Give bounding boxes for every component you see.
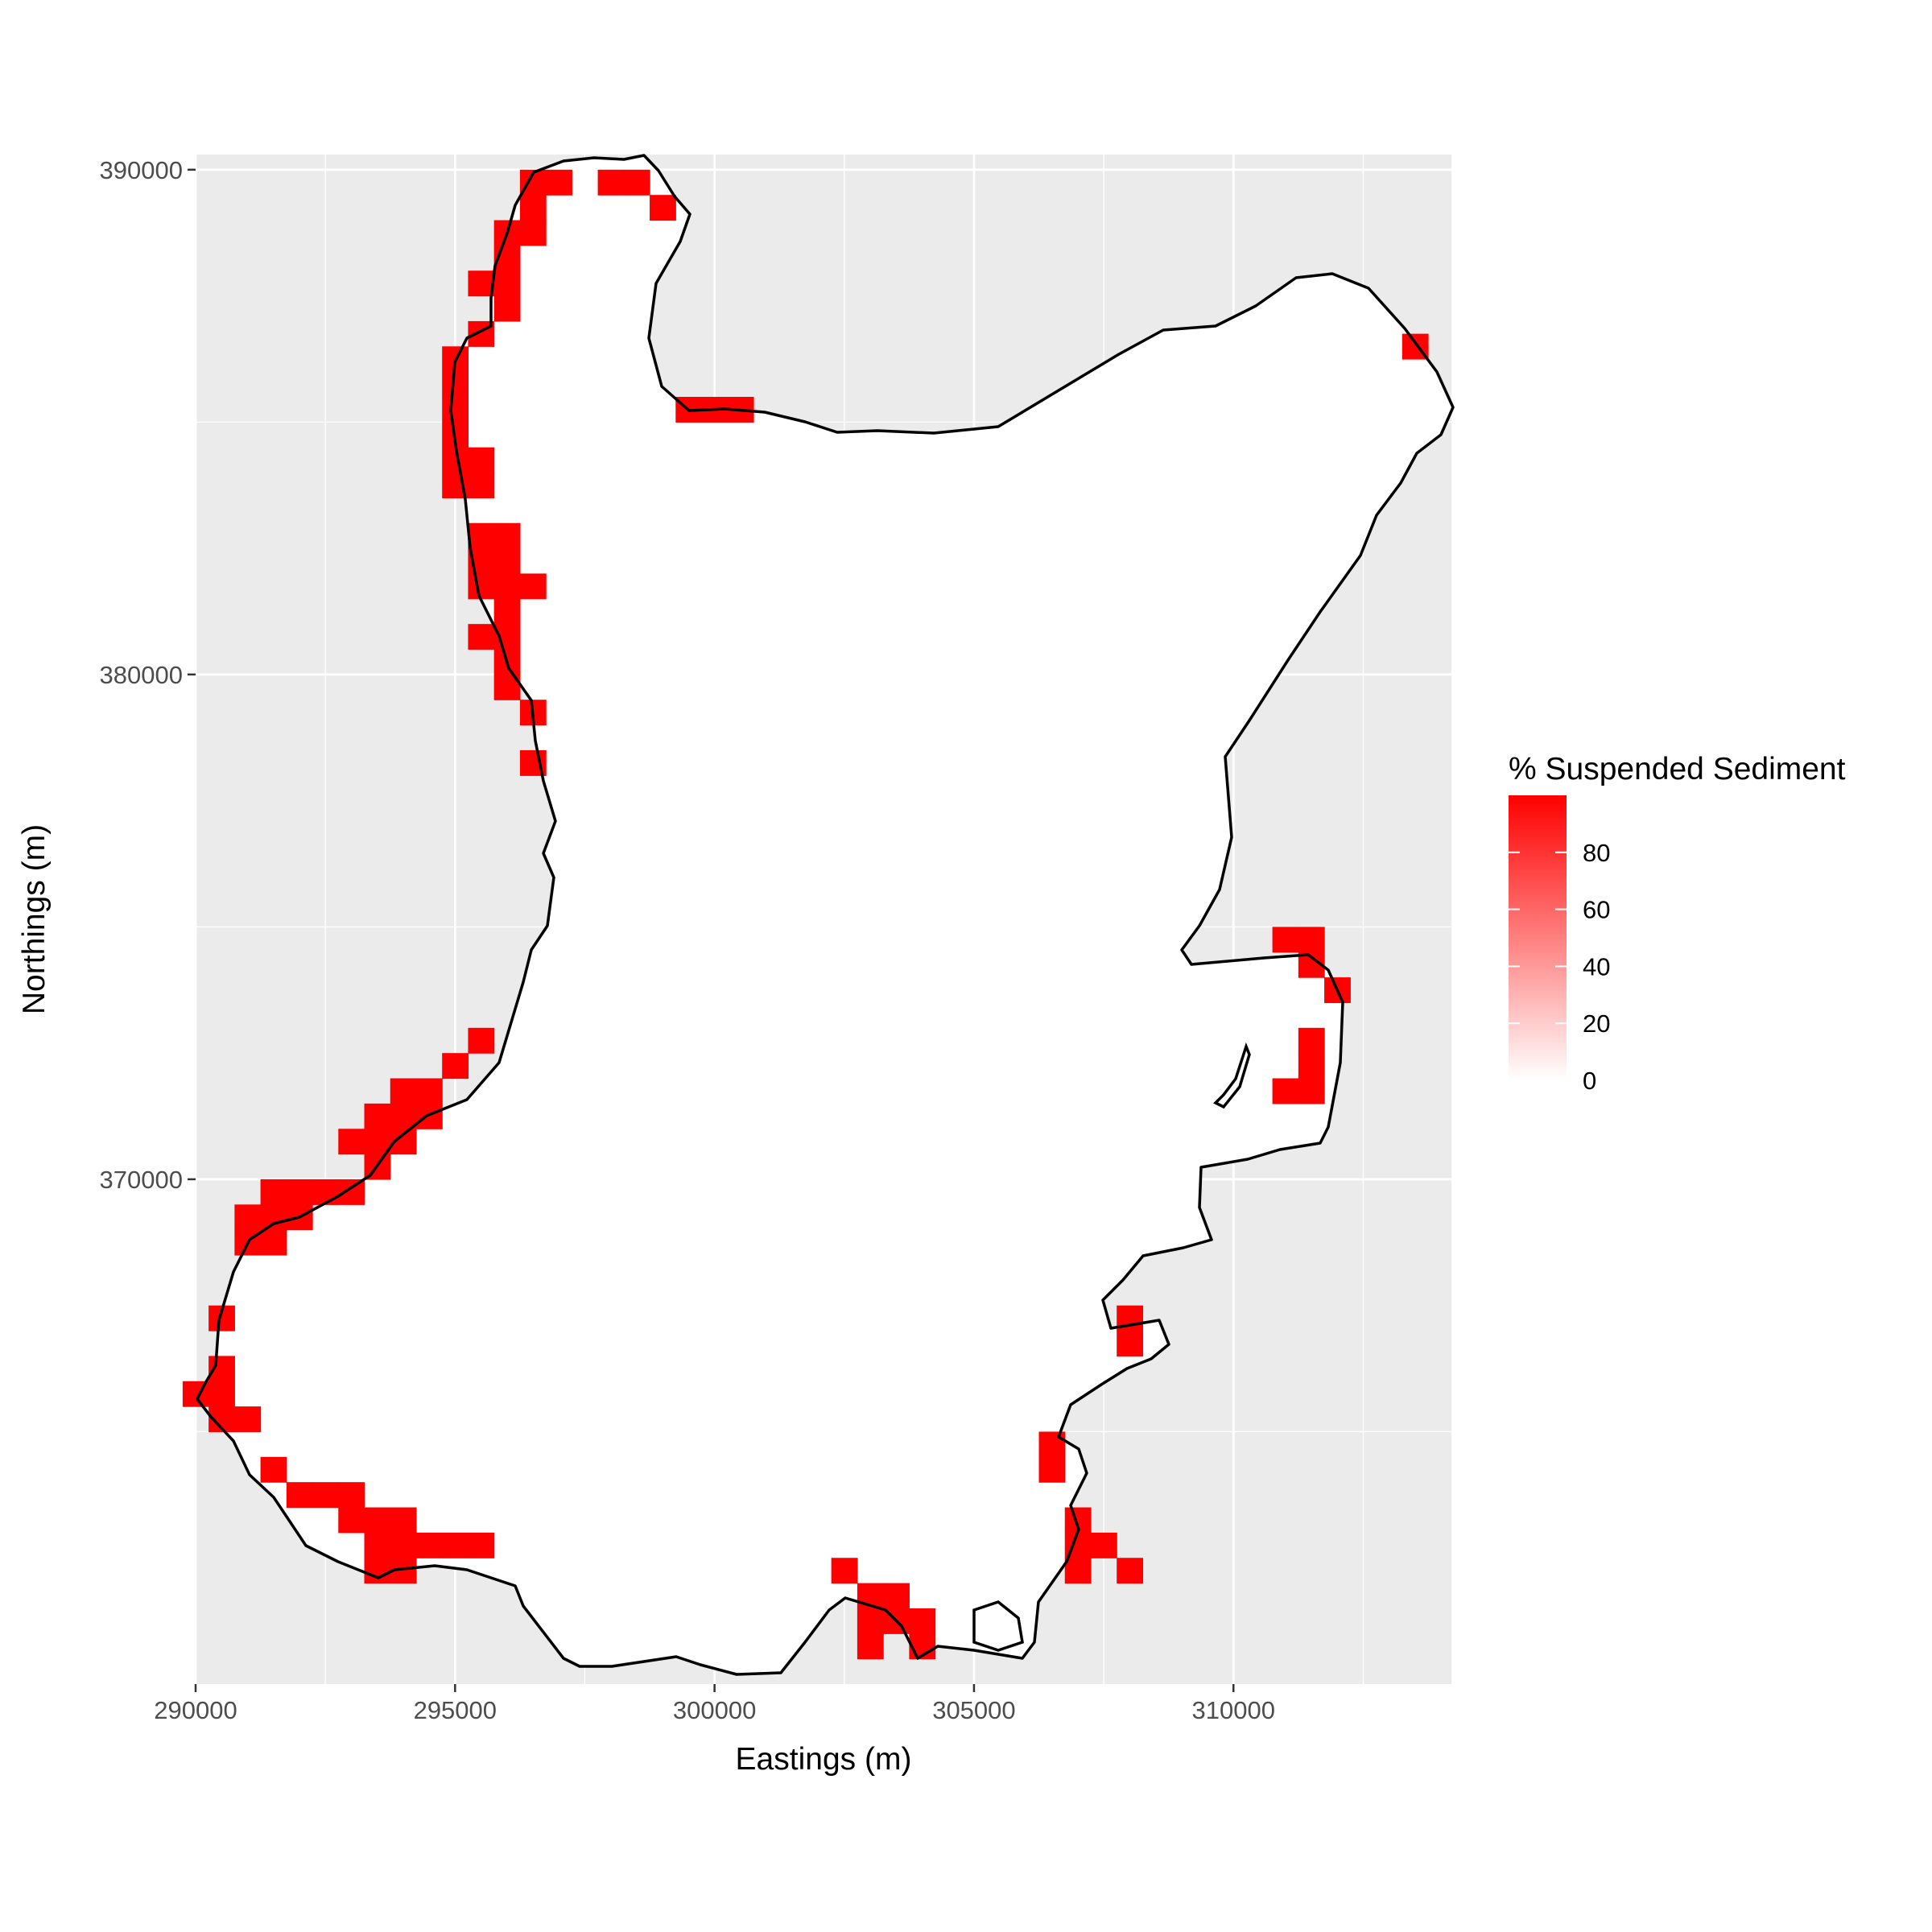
sediment-cell	[442, 1532, 469, 1558]
sediment-cell	[468, 270, 495, 297]
sediment-cell	[415, 1103, 443, 1129]
sediment-cell	[415, 1532, 443, 1558]
sediment-cell	[857, 1608, 884, 1634]
sediment-cell	[493, 295, 521, 322]
sediment-cell	[493, 598, 521, 625]
y-tick-label: 390000	[100, 156, 183, 184]
sediment-cell	[364, 1558, 391, 1584]
sediment-cell	[493, 522, 521, 549]
sediment-cell	[260, 1456, 287, 1483]
legend: % Suspended Sediment 0 20 40 60 80	[1509, 752, 1846, 1095]
sediment-cell	[519, 220, 547, 246]
legend-tick-label: 40	[1583, 952, 1610, 980]
sediment-cell	[1038, 1431, 1066, 1458]
sediment-cell	[650, 195, 676, 221]
sediment-cell	[1298, 927, 1325, 953]
sediment-cell	[1038, 1456, 1066, 1483]
sediment-cell	[234, 1204, 262, 1231]
sediment-cell	[390, 1507, 417, 1534]
sediment-cell	[597, 169, 625, 196]
legend-tick-label: 60	[1583, 896, 1610, 924]
sediment-cell	[442, 371, 469, 398]
sediment-cell	[1272, 1078, 1299, 1104]
legend-tick-label: 20	[1583, 1009, 1610, 1038]
legend-tick-label: 80	[1583, 839, 1610, 867]
sediment-cell	[1117, 1558, 1144, 1584]
legend-title: % Suspended Sediment	[1509, 752, 1846, 786]
legend-ticks: 0 20 40 60 80	[1509, 839, 1610, 1095]
sediment-cell	[493, 548, 521, 575]
axes: 290000 295000 300000 305000 310000 370000 3800…	[100, 156, 1275, 1724]
sediment-cell	[338, 1507, 365, 1534]
sediment-cell	[442, 1053, 469, 1080]
legend-tick-label: 0	[1583, 1067, 1596, 1095]
sediment-cell	[909, 1608, 936, 1634]
sediment-cell	[364, 1129, 391, 1155]
sediment-cell	[831, 1558, 858, 1584]
sediment-cell	[312, 1179, 339, 1205]
sediment-cell	[468, 573, 495, 600]
y-tick-label: 370000	[100, 1166, 183, 1194]
sediment-cell	[519, 195, 547, 221]
sediment-cell	[883, 1583, 910, 1609]
sediment-cell	[1272, 927, 1299, 953]
y-tick-label: 380000	[100, 661, 183, 689]
sediment-cell	[546, 169, 572, 196]
sediment-cell	[468, 447, 495, 473]
sediment-cell	[468, 1532, 495, 1558]
inlet-outline	[1213, 1042, 1251, 1109]
sediment-cell	[623, 169, 650, 196]
sediment-cell	[338, 1129, 365, 1155]
sediment-cells	[182, 169, 1429, 1660]
y-axis-title: Northings (m)	[17, 824, 52, 1014]
coastline-outline	[196, 154, 1455, 1676]
sediment-cell	[1064, 1558, 1092, 1584]
sediment-cell	[857, 1633, 884, 1660]
sediment-cell	[234, 1406, 262, 1433]
coastline	[196, 154, 1455, 1676]
sediment-cell	[442, 396, 469, 423]
sediment-cell	[260, 1204, 287, 1231]
sediment-cell	[1298, 1053, 1325, 1080]
sediment-cell	[415, 1078, 443, 1104]
sediment-cell	[390, 1532, 417, 1558]
sediment-cell	[519, 573, 547, 600]
sediment-cell	[1090, 1532, 1117, 1558]
sediment-cell	[468, 624, 495, 650]
sediment-cell	[468, 522, 495, 549]
sediment-cell	[286, 1482, 313, 1509]
sediment-cell	[1298, 1027, 1325, 1054]
sediment-cell	[390, 1103, 417, 1129]
x-tick-label: 295000	[414, 1696, 497, 1724]
sediment-cell	[312, 1482, 339, 1509]
sediment-cell	[390, 1078, 417, 1104]
x-axis-title: Eastings (m)	[736, 1742, 912, 1777]
sediment-cell	[493, 270, 521, 297]
x-tick-label: 305000	[932, 1696, 1015, 1724]
islet-outline	[972, 1600, 1024, 1652]
x-tick-label: 300000	[673, 1696, 756, 1724]
x-tick-label: 290000	[154, 1696, 237, 1724]
legend-colorbar	[1509, 795, 1567, 1080]
sediment-cell	[493, 573, 521, 600]
sediment-cell	[1117, 1331, 1144, 1357]
sediment-cell	[364, 1532, 391, 1558]
sediment-cell	[364, 1507, 391, 1534]
sediment-cell	[208, 1381, 235, 1407]
x-tick-label: 310000	[1192, 1696, 1275, 1724]
sediment-cell	[338, 1482, 365, 1509]
sediment-cell	[364, 1103, 391, 1129]
sediment-cell	[1298, 1078, 1325, 1104]
sediment-cell	[468, 473, 495, 499]
sediment-cell	[286, 1179, 313, 1205]
sediment-cell	[468, 1027, 495, 1054]
sediment-cell	[260, 1229, 287, 1256]
sediment-cell	[260, 1179, 287, 1205]
